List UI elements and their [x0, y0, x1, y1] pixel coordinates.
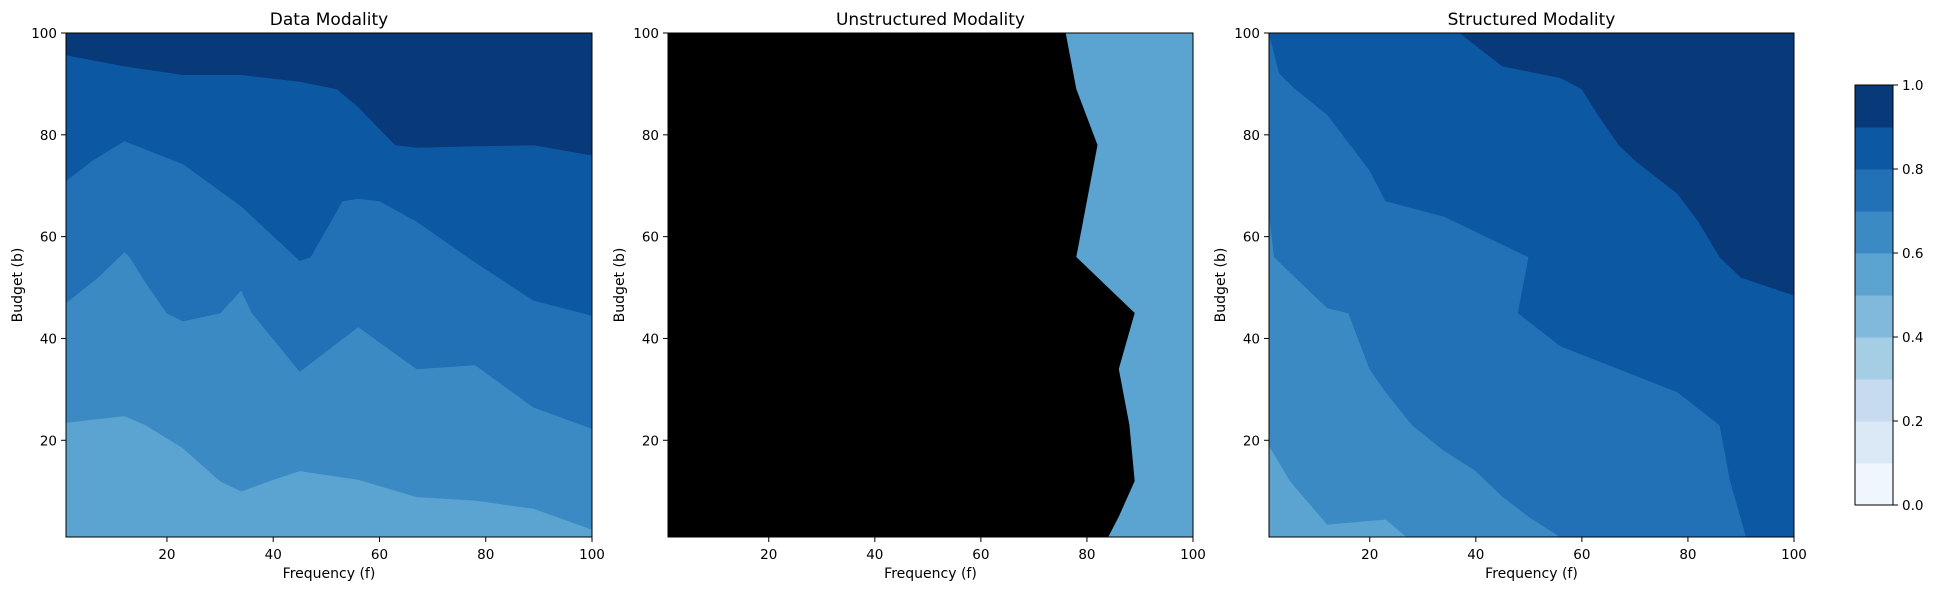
colorbar: 0.0 0.2 0.4 0.6 0.8 1.0 [1854, 78, 1923, 514]
y-tick-label: 60 [642, 230, 659, 246]
contour-panels: 20 40 60 80 100 20 40 60 80 100 Data Modality Frequ… [10, 10, 1807, 582]
y-axis-label: Budget (b) [1213, 248, 1229, 323]
colorbar-tick-label: 0.2 [1902, 414, 1923, 430]
y-tick-label: 80 [642, 128, 659, 144]
contour-area [668, 33, 1193, 537]
contour-band [668, 33, 1135, 537]
x-tick-label: 100 [1781, 547, 1807, 563]
axes-frame [65, 32, 593, 538]
panel-title: Data Modality [270, 10, 388, 30]
contour-area [1269, 33, 1794, 537]
y-tick-label: 60 [40, 230, 57, 246]
x-tick-label: 60 [1573, 547, 1590, 563]
colorbar-tick-label: 0.6 [1902, 246, 1923, 262]
y-tick-label: 100 [633, 26, 659, 42]
x-tick-label: 60 [371, 547, 388, 563]
colorbar-segment [1855, 421, 1893, 464]
panel-title: Structured Modality [1448, 10, 1616, 30]
x-axis-label: Frequency (f) [1485, 566, 1578, 582]
y-axis-label: Budget (b) [10, 248, 26, 323]
contour-area [66, 33, 592, 537]
y-tick-label: 60 [1243, 230, 1260, 246]
colorbar-segment [1855, 169, 1893, 212]
y-axis-label: Budget (b) [612, 248, 628, 323]
x-tick-label: 40 [866, 547, 883, 563]
colorbar-segment [1855, 85, 1893, 128]
x-tick-label: 40 [265, 547, 282, 563]
x-axis-label: Frequency (f) [283, 566, 376, 582]
x-tick-label: 20 [158, 547, 175, 563]
colorbar-tick-label: 1.0 [1902, 78, 1923, 94]
x-tick-label: 100 [579, 547, 605, 563]
contour-band [1459, 33, 1794, 296]
x-tick-label: 20 [760, 547, 777, 563]
x-tick-label: 40 [1467, 547, 1484, 563]
y-tick-label: 20 [40, 433, 57, 449]
panel-3: 20 40 60 80 100 20 40 60 80 100 Structured Modalit… [1213, 10, 1807, 582]
y-tick-label: 40 [1243, 331, 1260, 347]
x-tick-label: 80 [1679, 547, 1696, 563]
y-tick-label: 40 [40, 331, 57, 347]
colorbar-tick-label: 0.4 [1902, 330, 1923, 346]
colorbar-segment [1855, 295, 1893, 338]
axes-frame [1268, 32, 1795, 538]
colorbar-segment [1855, 337, 1893, 380]
panel-1: 20 40 60 80 100 20 40 60 80 100 Data Modality Frequ… [10, 10, 605, 582]
colorbar-frame [1854, 84, 1894, 506]
colorbar-tick-label: 0.8 [1902, 162, 1923, 178]
x-tick-label: 100 [1180, 547, 1206, 563]
y-tick-label: 20 [1243, 433, 1260, 449]
x-tick-label: 80 [1078, 547, 1095, 563]
axes-frame [667, 32, 1194, 538]
y-tick-label: 80 [1243, 128, 1260, 144]
y-tick-label: 40 [642, 331, 659, 347]
y-tick-label: 100 [1234, 26, 1260, 42]
x-axis-label: Frequency (f) [884, 566, 977, 582]
colorbar-segment [1855, 463, 1893, 506]
y-tick-label: 20 [642, 433, 659, 449]
panel-title: Unstructured Modality [836, 10, 1025, 30]
contour-band [66, 33, 592, 156]
panel-2: 20 40 60 80 100 20 40 60 80 100 Unstructured Modal… [612, 10, 1206, 582]
x-tick-label: 80 [477, 547, 494, 563]
y-tick-label: 80 [40, 128, 57, 144]
colorbar-segment [1855, 211, 1893, 254]
colorbar-segment [1855, 379, 1893, 422]
x-tick-label: 20 [1361, 547, 1378, 563]
x-tick-label: 60 [972, 547, 989, 563]
colorbar-segment [1855, 127, 1893, 170]
y-tick-label: 100 [31, 26, 57, 42]
colorbar-tick-label: 0.0 [1902, 498, 1923, 514]
colorbar-segment [1855, 253, 1893, 296]
